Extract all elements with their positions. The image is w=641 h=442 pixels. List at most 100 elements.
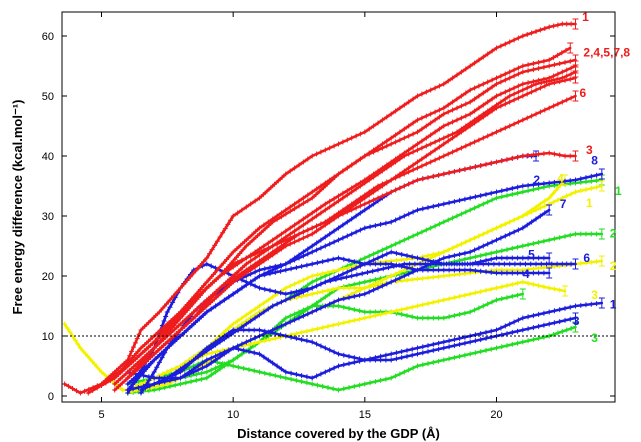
data-point-marker [449, 261, 455, 267]
data-point-marker [300, 249, 306, 255]
data-point-marker [138, 381, 144, 387]
data-point-marker [375, 267, 381, 273]
data-point-marker [594, 184, 600, 190]
data-point-marker [293, 371, 299, 377]
data-point-marker [191, 270, 197, 276]
data-point-marker [480, 102, 486, 108]
data-point-marker [494, 105, 499, 111]
data-point-marker [494, 327, 499, 333]
data-point-marker [278, 366, 284, 372]
data-point-marker [287, 258, 293, 264]
data-point-marker [243, 267, 249, 273]
data-point-marker [559, 50, 565, 56]
data-point-marker [410, 162, 416, 168]
data-point-marker [499, 344, 505, 350]
data-point-marker [436, 172, 442, 178]
data-point-marker [274, 241, 280, 247]
data-point-marker [457, 293, 463, 299]
data-point-marker [296, 203, 302, 209]
data-point-marker [564, 261, 570, 267]
data-point-marker [388, 243, 394, 249]
data-point-marker [372, 283, 378, 289]
data-point-marker [346, 265, 352, 271]
data-point-marker [375, 255, 381, 261]
data-point-marker [64, 325, 70, 331]
data-point-marker [415, 276, 420, 282]
data-point-marker [520, 255, 526, 261]
data-point-marker [248, 258, 254, 264]
data-point-marker [372, 261, 378, 267]
data-point-marker [494, 93, 499, 99]
data-point-marker [204, 363, 210, 369]
data-point-marker [85, 353, 90, 359]
data-point-marker [349, 189, 355, 195]
series-end-label: 3 [573, 314, 580, 328]
data-point-marker [262, 328, 268, 334]
data-point-marker [354, 272, 360, 278]
data-point-marker [446, 254, 452, 260]
data-point-marker [296, 225, 302, 231]
data-point-marker [384, 143, 390, 149]
data-point-marker [209, 247, 215, 253]
data-point-marker [151, 381, 157, 387]
data-point-marker [432, 129, 438, 135]
data-point-marker [320, 383, 326, 389]
data-point-marker [309, 279, 315, 285]
data-point-marker [472, 120, 478, 126]
data-point-marker [72, 337, 78, 343]
data-point-marker [217, 300, 223, 306]
data-point-marker [542, 83, 548, 89]
data-point-marker [341, 362, 347, 368]
data-point-marker [555, 197, 561, 203]
data-point-marker [450, 245, 456, 251]
series-end-label: 1 [586, 196, 593, 210]
data-point-marker [344, 165, 350, 171]
data-point-marker [511, 37, 517, 43]
data-point-marker [551, 103, 557, 109]
data-point-marker [251, 368, 257, 374]
data-point-marker [472, 235, 478, 241]
data-point-marker [145, 320, 151, 326]
data-point-marker [200, 312, 206, 318]
data-point-marker [478, 337, 484, 343]
data-point-marker [257, 273, 262, 279]
data-point-marker [401, 153, 407, 159]
data-point-marker [436, 251, 442, 257]
data-point-marker [239, 341, 245, 347]
data-point-marker [451, 313, 457, 319]
data-point-marker [467, 141, 473, 147]
data-point-marker [246, 367, 252, 373]
data-point-marker [557, 152, 563, 158]
data-point-marker [344, 188, 350, 194]
data-point-marker [210, 292, 215, 298]
data-point-marker [293, 289, 299, 295]
data-point-marker [588, 301, 594, 307]
data-point-marker [567, 304, 573, 310]
data-point-marker [305, 305, 311, 311]
data-point-marker [397, 137, 403, 143]
data-point-marker [393, 262, 399, 268]
data-point-marker [296, 219, 302, 225]
data-point-marker [441, 105, 447, 111]
data-point-marker [502, 233, 508, 239]
data-point-marker [562, 305, 568, 311]
data-point-marker [458, 103, 464, 109]
data-point-marker [467, 249, 473, 255]
data-point-marker [164, 321, 170, 327]
data-point-marker [189, 323, 195, 329]
data-point-marker [288, 370, 294, 376]
data-point-marker [331, 228, 337, 234]
data-point-marker [171, 323, 177, 328]
data-point-marker [458, 145, 464, 151]
data-point-marker [494, 195, 499, 201]
data-point-marker [204, 345, 210, 351]
data-point-marker [211, 278, 217, 284]
data-point-marker [542, 210, 548, 216]
data-point-marker [564, 21, 570, 27]
data-point-marker [305, 287, 311, 293]
error-bar [572, 18, 579, 30]
data-point-marker [406, 367, 412, 373]
data-point-marker [359, 271, 365, 277]
data-point-marker [346, 385, 352, 391]
data-point-marker [530, 187, 536, 193]
